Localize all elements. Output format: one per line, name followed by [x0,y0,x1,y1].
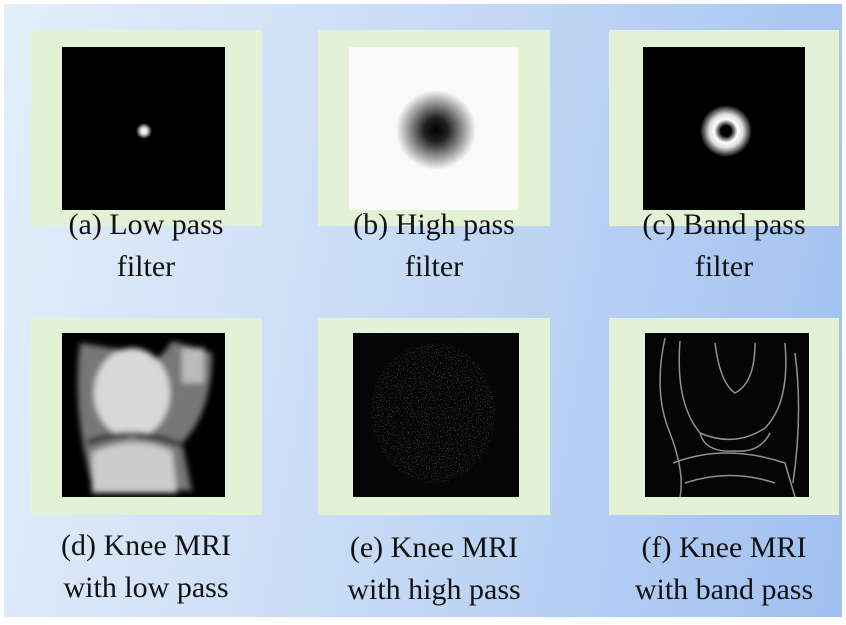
caption: (a) Low pass filter [0,204,296,288]
caption-line: filter [695,250,753,283]
caption: (e) Knee MRI with high pass [284,527,584,611]
caption-line: (a) Low pass [69,208,224,241]
caption-line: with band pass [635,573,813,606]
caption-line: filter [405,250,463,283]
knee-mri-high-pass-image [353,333,519,497]
caption-line: (e) Knee MRI [350,531,518,564]
caption-line: (b) High pass [353,208,515,241]
high-pass-filter-image [349,47,518,210]
low-pass-filter-image [62,47,225,210]
figure: (a) Low pass filter (b) High pass filter (… [4,4,842,617]
caption-line: (d) Knee MRI [61,529,231,562]
caption-line: filter [117,250,175,283]
caption-line: (c) Band pass [642,208,805,241]
caption-line: with low pass [64,571,229,604]
band-pass-filter-image [643,47,805,210]
knee-mri-band-pass-image [645,333,809,497]
caption: (f) Knee MRI with band pass [574,527,846,611]
knee-mri-low-pass-image [62,333,225,497]
caption: (b) High pass filter [284,204,584,288]
caption-line: (f) Knee MRI [642,531,807,564]
caption: (d) Knee MRI with low pass [0,525,296,609]
caption-line: with high pass [347,573,520,606]
caption: (c) Band pass filter [574,204,846,288]
